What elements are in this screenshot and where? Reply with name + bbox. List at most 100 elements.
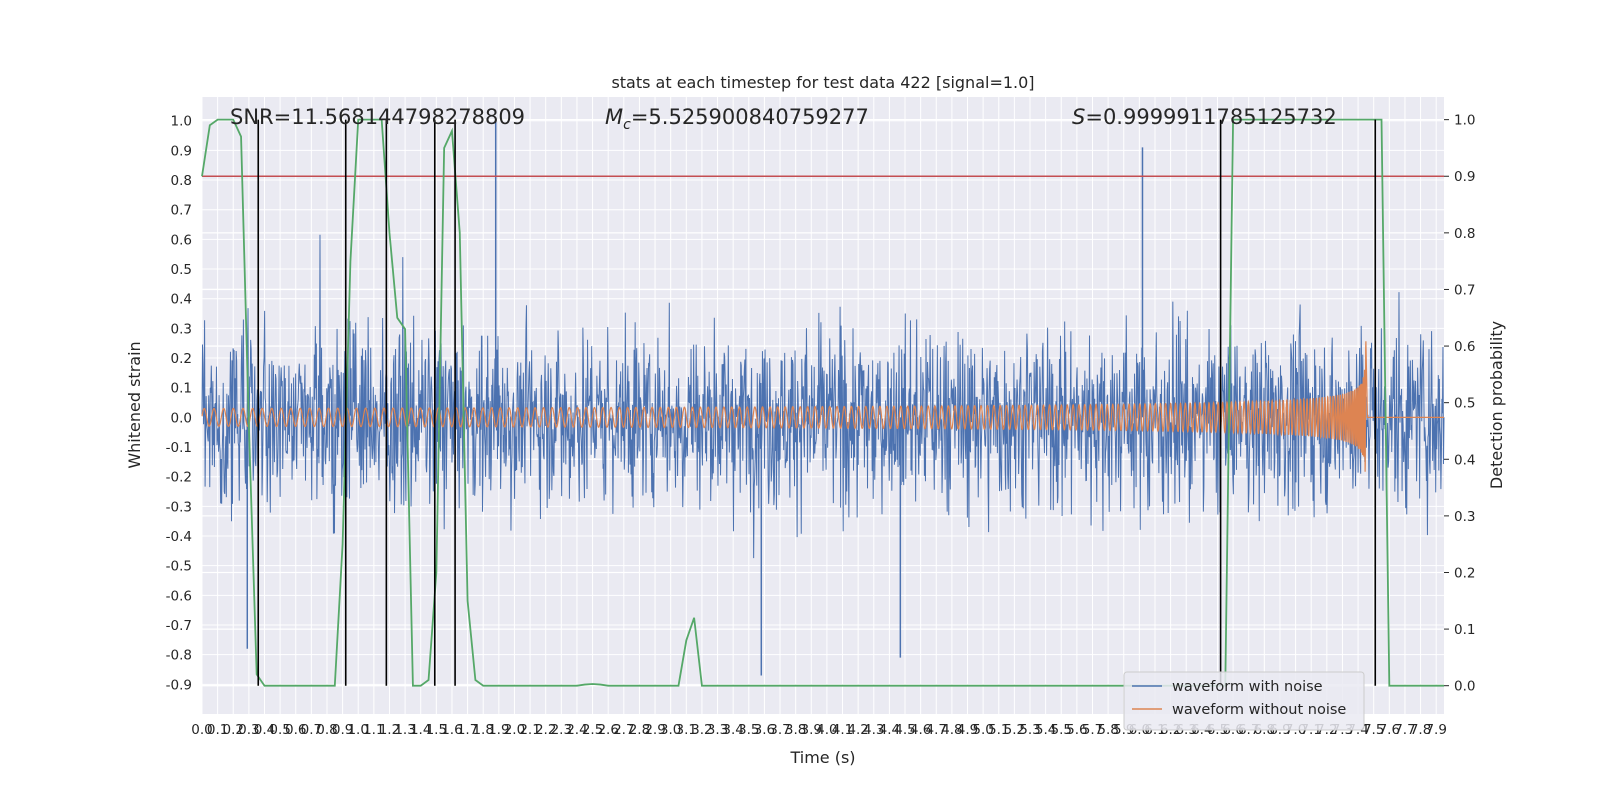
ticks: 0.00.10.20.30.40.50.60.70.80.91.01.11.21… (166, 113, 1476, 738)
x-tick-label: 5.2 (1004, 722, 1025, 738)
x-tick-label: 2.0 (504, 722, 525, 738)
x-tick-label: 2.7 (613, 722, 634, 738)
x-tick-label: 5.5 (1051, 722, 1072, 738)
y2-tick-label: 0.8 (1454, 226, 1475, 242)
x-tick-label: 0.0 (191, 722, 212, 738)
x-tick-label: 1.6 (441, 722, 462, 738)
x-tick-label: 1.7 (457, 722, 478, 738)
legend-box (1123, 671, 1365, 731)
x-tick-label: 2.2 (535, 722, 556, 738)
x-tick-label: 3.3 (707, 722, 728, 738)
y-tick-label: 0.6 (171, 232, 192, 248)
y-tick-label: 0.3 (171, 321, 192, 337)
x-tick-label: 3.9 (801, 722, 822, 738)
y-tick-label: 0.0 (171, 410, 192, 426)
x-tick-label: 4.8 (941, 722, 962, 738)
x-tick-label: 0.6 (285, 722, 306, 738)
x-tick-label: 0.5 (269, 722, 290, 738)
y-tick-label: -0.9 (166, 677, 192, 693)
x-tick-label: 1.2 (379, 722, 400, 738)
y2-tick-label: 0.4 (1454, 452, 1475, 468)
score-annotation: S=0.9999911785125732 (1072, 105, 1337, 129)
y2-tick-label: 0.0 (1454, 679, 1475, 695)
y-tick-label: -0.8 (166, 648, 192, 664)
x-tick-label: 1.0 (347, 722, 368, 738)
y2-tick-label: 0.5 (1454, 396, 1475, 412)
y-axis-label: Whitened strain (125, 341, 144, 468)
chirp-mass-annotation: Mc=5.525900840759277 (605, 105, 869, 133)
y-tick-label: 0.7 (171, 203, 192, 219)
x-tick-label: 7.5 (1363, 722, 1384, 738)
chart-title: stats at each timestep for test data 422… (611, 73, 1034, 92)
y2-axis-label: Detection probability (1487, 321, 1506, 489)
x-tick-label: 3.6 (754, 722, 775, 738)
x-tick-label: 3.1 (676, 722, 697, 738)
chirp-mass-subscript: c (623, 117, 631, 133)
series-layer (201, 118, 1445, 687)
x-tick-label: 1.4 (410, 722, 431, 738)
y2-tick-label: 1.0 (1454, 113, 1475, 129)
x-tick-label: 4.1 (832, 722, 853, 738)
x-tick-label: 0.9 (332, 722, 353, 738)
x-tick-label: 4.4 (879, 722, 900, 738)
score-value: =0.9999911785125732 (1085, 105, 1336, 129)
x-tick-label: 7.9 (1425, 722, 1446, 738)
y-tick-label: 1.0 (171, 114, 192, 130)
x-tick-label: 3.7 (769, 722, 790, 738)
y-tick-label: -0.3 (166, 499, 192, 515)
clean-waveform-line (201, 341, 1444, 472)
y-tick-label: 0.1 (171, 381, 192, 397)
x-tick-label: 0.4 (254, 722, 275, 738)
x-tick-label: 1.9 (488, 722, 509, 738)
x-tick-label: 0.7 (301, 722, 322, 738)
x-axis-label: Time (s) (789, 748, 855, 767)
snr-annotation: SNR=11.568144798278809 (230, 105, 525, 129)
x-tick-label: 3.5 (738, 722, 759, 738)
y2-tick-label: 0.1 (1454, 622, 1475, 638)
x-tick-label: 2.3 (551, 722, 572, 738)
x-tick-label: 3.2 (691, 722, 712, 738)
x-tick-label: 5.1 (988, 722, 1009, 738)
x-tick-label: 4.5 (894, 722, 915, 738)
legend-label-noise: waveform with noise (1172, 679, 1323, 695)
y2-tick-label: 0.3 (1454, 509, 1475, 525)
chirp-mass-value: =5.525900840759277 (631, 105, 869, 129)
y2-tick-label: 0.6 (1454, 339, 1475, 355)
y-tick-label: -0.1 (166, 440, 192, 456)
y-tick-label: 0.2 (171, 351, 192, 367)
y-tick-label: 0.8 (171, 173, 192, 189)
y2-tick-label: 0.7 (1454, 282, 1475, 298)
x-tick-label: 0.2 (223, 722, 244, 738)
x-tick-label: 0.3 (238, 722, 259, 738)
x-tick-label: 2.6 (597, 722, 618, 738)
x-tick-label: 2.8 (629, 722, 650, 738)
x-tick-label: 4.0 (816, 722, 837, 738)
noise-waveform-line (201, 234, 1445, 559)
x-tick-label: 1.1 (363, 722, 384, 738)
y2-tick-label: 0.2 (1454, 565, 1475, 581)
x-tick-label: 2.9 (644, 722, 665, 738)
x-tick-label: 7.8 (1410, 722, 1431, 738)
x-tick-label: 2.1 (519, 722, 540, 738)
x-tick-label: 4.3 (863, 722, 884, 738)
x-tick-label: 1.3 (394, 722, 415, 738)
x-tick-label: 5.3 (1019, 722, 1040, 738)
legend-label-clean: waveform without noise (1172, 702, 1346, 718)
x-tick-label: 7.7 (1394, 722, 1415, 738)
x-tick-label: 5.4 (1035, 722, 1056, 738)
chirp-mass-symbol: M (605, 105, 623, 129)
x-tick-label: 3.8 (785, 722, 806, 738)
detection-probability-line (201, 118, 1444, 687)
y-tick-label: -0.5 (166, 559, 192, 575)
x-tick-label: 5.6 (1066, 722, 1087, 738)
y-tick-label: -0.7 (166, 618, 192, 634)
x-tick-label: 4.7 (926, 722, 947, 738)
x-tick-label: 3.4 (722, 722, 743, 738)
x-tick-label: 1.8 (472, 722, 493, 738)
x-tick-label: 0.1 (207, 722, 228, 738)
x-tick-label: 7.6 (1379, 722, 1400, 738)
x-tick-label: 4.6 (910, 722, 931, 738)
x-tick-label: 5.0 (972, 722, 993, 738)
y-tick-label: -0.6 (166, 588, 192, 604)
